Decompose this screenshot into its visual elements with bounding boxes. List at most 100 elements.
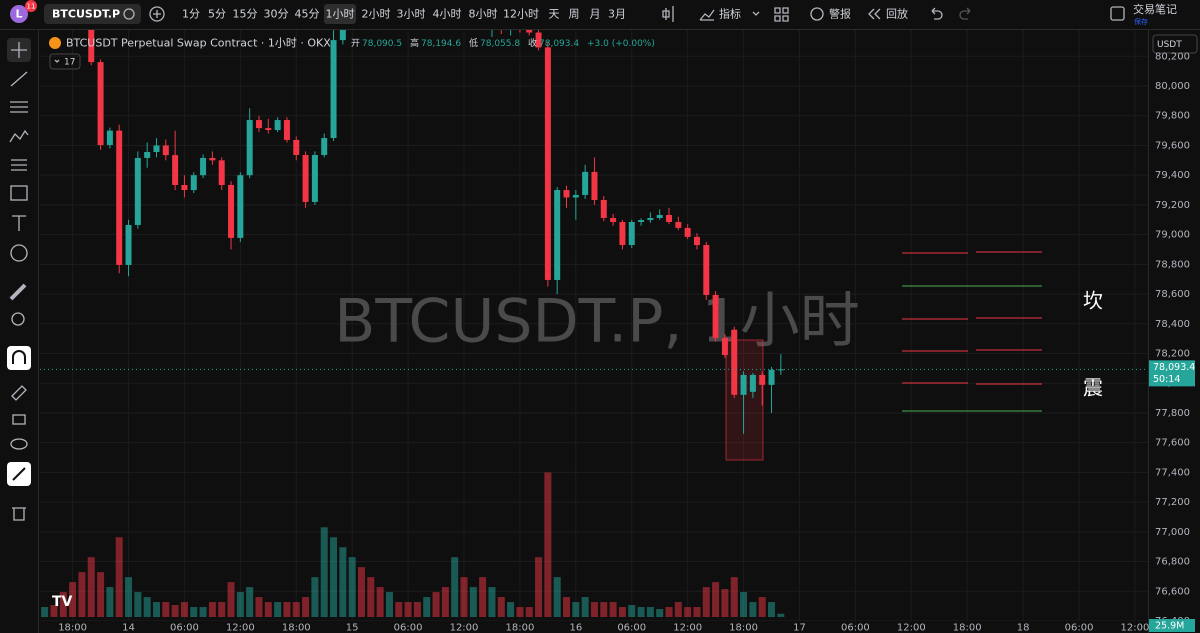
volume-bar	[348, 557, 356, 617]
candle-body	[656, 215, 663, 218]
volume-bar	[125, 577, 133, 617]
candle-body	[572, 194, 579, 198]
shape-tool[interactable]	[10, 185, 28, 201]
cursor-tool[interactable]	[11, 42, 27, 58]
currency[interactable]: USDT	[1157, 40, 1182, 50]
volume-bar	[190, 607, 198, 617]
interval[interactable]: 2小时	[362, 8, 391, 21]
volume-label-box	[1149, 619, 1195, 632]
open-label: 开	[351, 38, 360, 49]
volume-bar	[712, 582, 720, 617]
ruler-tool[interactable]	[9, 283, 27, 301]
candle-body	[759, 374, 766, 385]
link-tool[interactable]	[12, 467, 26, 481]
candle-body	[526, 30, 533, 33]
x-tick-label: 06:00	[841, 623, 870, 633]
add-symbol[interactable]	[149, 6, 165, 22]
indicators[interactable]: 指标	[719, 7, 741, 21]
volume-bar	[516, 607, 524, 617]
y-tick-label: 79,800	[1155, 111, 1190, 122]
interval[interactable]: 周	[569, 8, 580, 21]
interval[interactable]: 1分	[182, 8, 200, 21]
dropdown[interactable]	[752, 11, 760, 16]
text-tool[interactable]	[12, 215, 26, 231]
currency-box[interactable]	[1152, 34, 1198, 54]
interval[interactable]: 45分	[295, 8, 320, 21]
zoom-tool[interactable]	[11, 312, 25, 326]
x-tick-label: 06:00	[617, 623, 646, 633]
candle-body	[200, 157, 207, 176]
candle-body	[172, 155, 179, 185]
candle-body	[638, 220, 645, 222]
interval[interactable]: 1小时	[326, 8, 355, 21]
volume-bar	[208, 602, 216, 617]
volume-bar	[199, 607, 207, 617]
candle-body	[712, 294, 719, 338]
chart-type-icon[interactable]	[662, 6, 674, 22]
layout-icon[interactable]	[774, 7, 789, 22]
volume-bar	[535, 557, 543, 617]
interval[interactable]: 3月	[608, 8, 626, 21]
avatar[interactable]	[10, 5, 28, 23]
volume-bar	[572, 602, 580, 617]
volume-bar	[162, 602, 170, 617]
indicator-toggle[interactable]	[49, 53, 81, 70]
interval[interactable]: 天	[549, 8, 560, 21]
y-tick-label: 80,200	[1155, 51, 1190, 62]
interval[interactable]: 30分	[264, 8, 289, 21]
trend-line-tool[interactable]	[10, 71, 28, 87]
volume-bar	[721, 589, 729, 617]
replay[interactable]: 回放	[886, 7, 908, 21]
interval[interactable]: 3小时	[397, 8, 426, 21]
projection-tool[interactable]	[11, 159, 27, 171]
interval[interactable]: 12小时	[503, 8, 539, 21]
candle-body	[339, 30, 346, 41]
redo[interactable]	[959, 7, 971, 20]
interval[interactable]: 月	[590, 8, 601, 21]
undo[interactable]	[931, 7, 943, 20]
x-tick-label: 12:00	[897, 623, 926, 633]
pattern-tool[interactable]	[9, 129, 29, 143]
volume-bar	[320, 527, 328, 617]
candle-body	[228, 184, 235, 238]
legend-title: BTCUSDT Perpetual Swap Contract · 1小时 · …	[66, 37, 331, 50]
interval[interactable]: 8小时	[469, 8, 498, 21]
candle-body	[582, 171, 589, 195]
replay-icon[interactable]	[868, 8, 881, 20]
notes[interactable]: 交易笔记	[1133, 2, 1177, 16]
emoji-tool[interactable]	[10, 244, 28, 262]
symbol-box[interactable]	[44, 4, 141, 24]
y-tick-label: 76,800	[1155, 557, 1190, 568]
visibility-tool[interactable]	[10, 438, 28, 450]
volume-bar	[460, 577, 468, 617]
delete-tool[interactable]	[12, 507, 26, 521]
volume-bar	[152, 602, 160, 617]
save[interactable]: 保存	[1134, 17, 1148, 26]
symbol: BTCUSDT.P	[52, 8, 120, 21]
lock-tool[interactable]	[12, 414, 26, 425]
low-value: 78,055.8	[480, 39, 520, 49]
magnet-tool[interactable]	[12, 350, 26, 364]
interval[interactable]: 5分	[208, 8, 226, 21]
volume-bar	[553, 577, 561, 617]
high-value: 78,194.6	[421, 39, 461, 49]
close-value: 78,093.4	[539, 39, 579, 49]
draw-lock[interactable]	[11, 385, 27, 401]
y-tick-label: 77,800	[1155, 408, 1190, 419]
annotation: 坎	[1083, 289, 1103, 313]
volume-bar	[78, 572, 86, 617]
interval[interactable]: 4小时	[433, 8, 462, 21]
volume-bar	[87, 557, 95, 617]
fib-tool[interactable]	[10, 101, 28, 113]
candle-body	[740, 374, 747, 395]
indicator-icon[interactable]	[699, 9, 715, 21]
alert[interactable]: 警报	[829, 7, 851, 21]
candle-body	[731, 329, 738, 395]
interval[interactable]: 15分	[233, 8, 258, 21]
countdown: 50:14	[1153, 374, 1180, 385]
notes-icon[interactable]	[1110, 6, 1125, 21]
volume-bar	[283, 602, 291, 617]
alert-icon[interactable]	[810, 7, 824, 21]
volume-bar	[646, 607, 654, 617]
